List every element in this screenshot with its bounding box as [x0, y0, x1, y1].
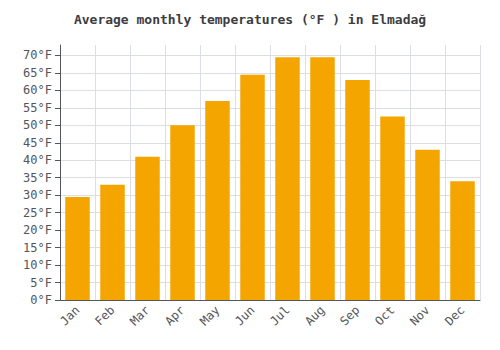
svg-text:30°F: 30°F	[23, 188, 52, 202]
svg-text:Aug: Aug	[302, 303, 327, 328]
svg-text:5°F: 5°F	[30, 276, 52, 290]
svg-text:Jan: Jan	[57, 303, 82, 328]
svg-text:Jul: Jul	[267, 303, 292, 328]
svg-text:65°F: 65°F	[23, 66, 52, 80]
svg-text:0°F: 0°F	[30, 293, 52, 307]
svg-text:25°F: 25°F	[23, 206, 52, 220]
svg-text:60°F: 60°F	[23, 83, 52, 97]
svg-text:35°F: 35°F	[23, 171, 52, 185]
svg-text:May: May	[197, 303, 222, 328]
svg-text:40°F: 40°F	[23, 153, 52, 167]
svg-text:Dec: Dec	[442, 303, 467, 328]
svg-text:45°F: 45°F	[23, 136, 52, 150]
svg-text:10°F: 10°F	[23, 258, 52, 272]
svg-text:50°F: 50°F	[23, 118, 52, 132]
svg-text:Jun: Jun	[232, 303, 257, 328]
svg-text:15°F: 15°F	[23, 241, 52, 255]
svg-text:55°F: 55°F	[23, 101, 52, 115]
svg-text:Mar: Mar	[127, 303, 152, 328]
svg-text:70°F: 70°F	[23, 48, 52, 62]
svg-text:Feb: Feb	[92, 303, 117, 328]
svg-text:Nov: Nov	[407, 303, 432, 328]
svg-text:Average monthly temperatures (: Average monthly temperatures (°F ) in El…	[74, 12, 426, 27]
svg-text:20°F: 20°F	[23, 223, 52, 237]
svg-text:Apr: Apr	[162, 303, 187, 328]
svg-text:Oct: Oct	[372, 303, 397, 328]
svg-text:Sep: Sep	[337, 303, 362, 328]
